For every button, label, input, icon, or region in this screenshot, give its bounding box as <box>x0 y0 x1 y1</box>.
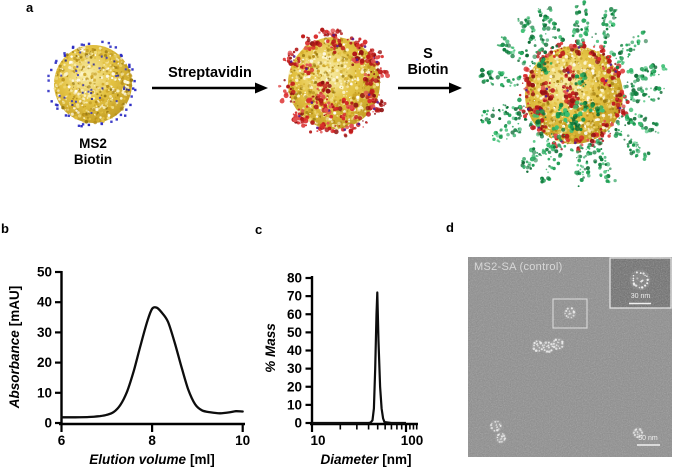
svg-text:10: 10 <box>235 433 250 448</box>
size-distribution-curve <box>312 291 406 425</box>
svg-text:70: 70 <box>287 289 302 304</box>
s-biotin-arrow-label-line1: S <box>423 46 433 62</box>
elution-chromatogram-chart: 6 8 10 0 10 20 30 40 50 <box>37 265 250 449</box>
svg-text:30: 30 <box>37 325 52 340</box>
svg-text:40: 40 <box>287 343 302 358</box>
chart-b-y-axis-units: [mAU] <box>7 285 22 327</box>
chart-b-x-axis-word: Elution volume <box>89 452 186 467</box>
svg-text:0: 0 <box>44 416 52 431</box>
chart-b-y-axis-word: Absorbance <box>7 330 22 409</box>
virus-particle <box>489 419 503 433</box>
ms2-biotin-sphere <box>47 40 137 128</box>
tem-micrograph: MS2-SA (control) 30 nm 50 nm <box>468 257 672 457</box>
chart-c-x-axis-units: [nm] <box>382 452 412 467</box>
virus-particle <box>551 337 565 351</box>
panel-label-b: b <box>1 221 9 236</box>
panel-label-a: a <box>26 0 34 15</box>
micrograph-sample-label: MS2-SA (control) <box>474 261 563 273</box>
virus-particle <box>563 306 577 320</box>
virus-particle <box>541 340 555 354</box>
size-distribution-chart: 10 100 0 10 20 30 40 50 60 70 80 <box>287 271 423 449</box>
virus-particle <box>629 269 651 291</box>
virus-particle <box>531 339 545 353</box>
s-biotin-arrow-label: S Biotin <box>368 46 488 78</box>
scale-bar-label: 50 nm <box>638 435 658 442</box>
ms2-sa-s-biotin-sphere <box>478 0 668 188</box>
svg-text:10: 10 <box>37 385 52 400</box>
svg-text:0: 0 <box>294 416 302 431</box>
chart-b-x-axis-units: [ml] <box>190 452 215 467</box>
svg-text:50: 50 <box>37 265 52 280</box>
panel-label-d: d <box>446 220 454 235</box>
ms2-biotin-caption-line1: MS2 <box>79 136 107 151</box>
svg-text:100: 100 <box>401 433 424 448</box>
chart-c-x-axis-word: Diameter <box>320 452 379 467</box>
ms2-biotin-caption-line2: Biotin <box>73 152 113 167</box>
virus-particle <box>495 432 507 444</box>
svg-text:8: 8 <box>148 433 156 448</box>
streptavidin-arrow <box>152 82 268 94</box>
s-biotin-arrow-label-line2: Biotin <box>407 62 449 78</box>
svg-text:60: 60 <box>287 307 302 322</box>
chart-c-x-axis-title: Diameter [nm] <box>266 452 466 467</box>
panel-label-c: c <box>255 222 263 237</box>
svg-text:20: 20 <box>287 379 302 394</box>
chromatogram-curve <box>60 306 244 419</box>
boxed-region-outline <box>552 298 588 329</box>
chart-b-axes: 6 8 10 0 10 20 30 40 50 <box>37 265 250 449</box>
virus-particle <box>632 427 644 439</box>
svg-text:10: 10 <box>310 433 325 448</box>
svg-text:80: 80 <box>287 271 302 286</box>
svg-text:50: 50 <box>287 325 302 340</box>
ms2-biotin-caption: MS2 Biotin <box>53 136 133 168</box>
svg-text:10: 10 <box>287 397 302 412</box>
chart-b-y-axis-title: Absorbance [mAU] <box>7 267 25 427</box>
svg-text:40: 40 <box>37 295 52 310</box>
svg-text:20: 20 <box>37 355 52 370</box>
inset-scale-bar-label: 30 nm <box>630 293 651 300</box>
chart-c-y-axis-title: % Mass <box>263 268 281 428</box>
svg-text:30: 30 <box>287 361 302 376</box>
chart-c-y-axis-word: % Mass <box>263 323 278 373</box>
chart-c-axes: 10 100 0 10 20 30 40 50 60 70 80 <box>287 271 423 449</box>
streptavidin-arrow-label: Streptavidin <box>168 65 252 81</box>
s-biotin-arrow <box>398 82 462 94</box>
reaction-scheme-illustration <box>47 0 668 188</box>
svg-text:6: 6 <box>58 433 66 448</box>
tem-inset <box>609 257 672 309</box>
tem-micrograph-image <box>468 257 672 457</box>
chart-b-x-axis-title: Elution volume [ml] <box>52 452 252 467</box>
ms2-streptavidin-sphere <box>278 27 390 138</box>
